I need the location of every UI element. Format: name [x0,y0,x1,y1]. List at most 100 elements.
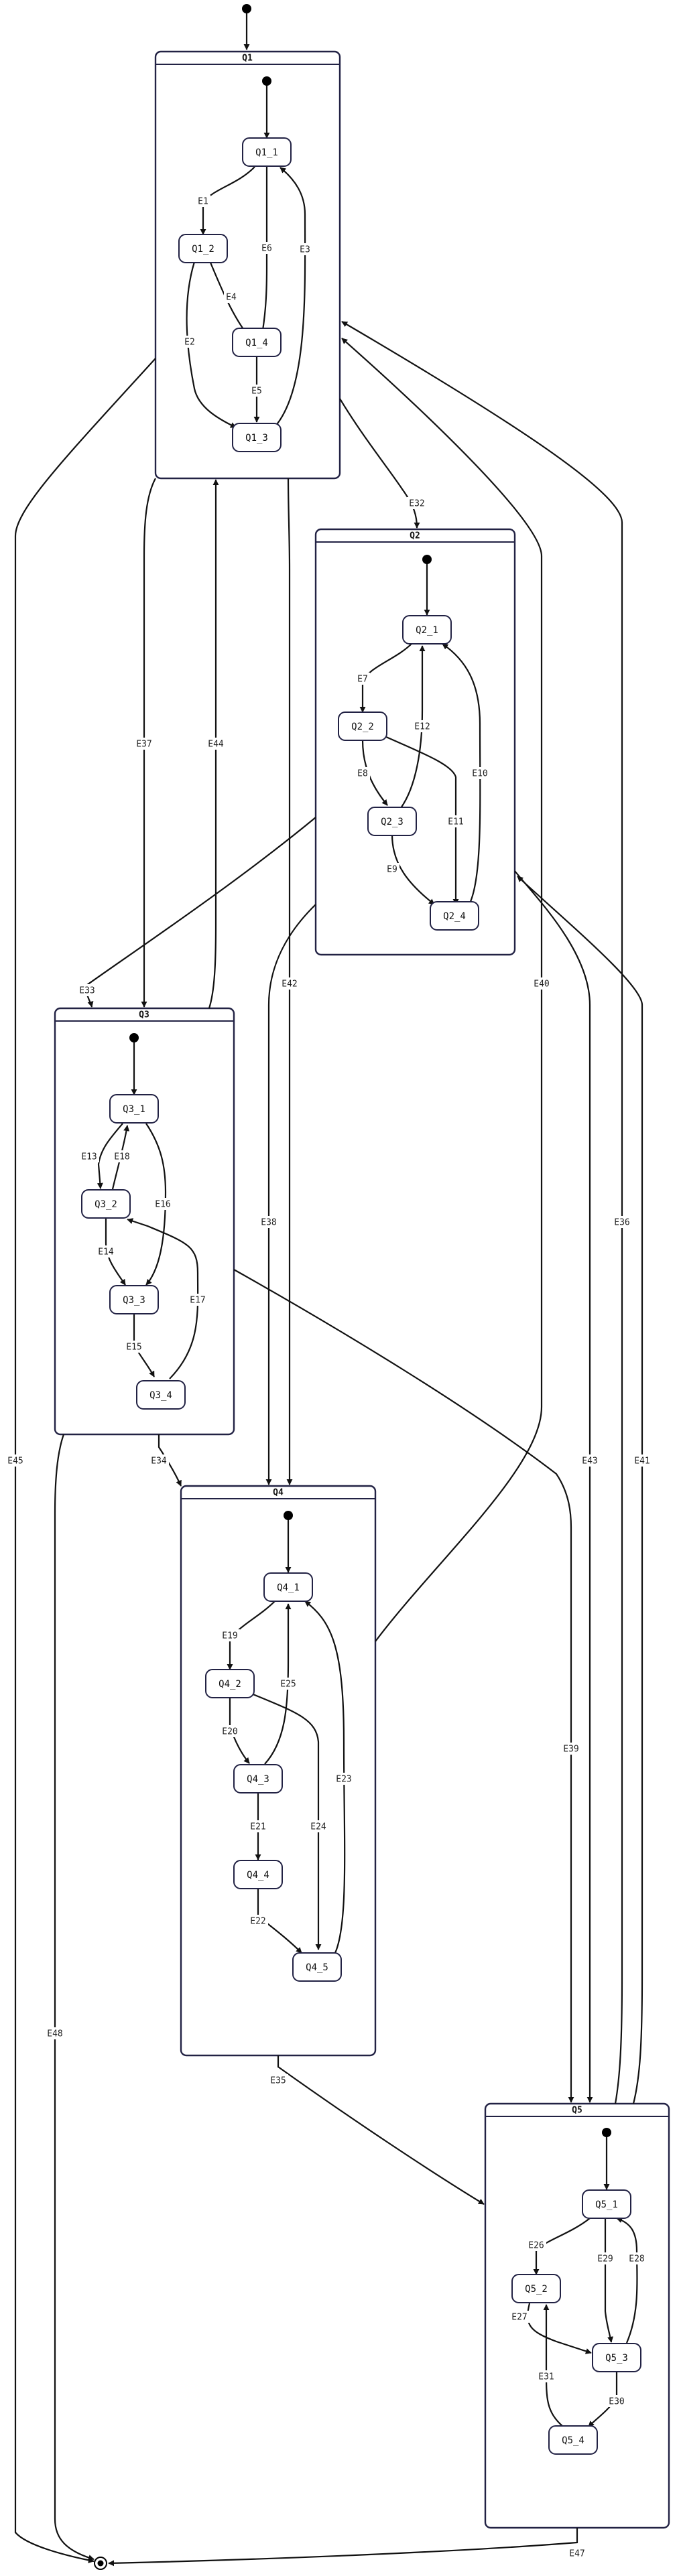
edge-label-text: E30 [609,2397,624,2407]
state-box [338,711,387,741]
state-q3-1: Q3_1 [109,1094,159,1124]
state-q2-3: Q2_3 [367,807,417,836]
transition-e18-label: E18 [112,1150,132,1162]
state-q2-1: Q2_1 [402,615,452,645]
transition-e48-edge [54,1434,95,2561]
transition-e1-label: E1 [196,195,210,207]
transition-e43-edge [514,870,593,2103]
transition-e24-label: E24 [308,1820,328,1832]
edge-label-text: E18 [114,1152,129,1162]
edge-label-text: E19 [222,1631,237,1641]
edge-label-text: E42 [282,979,297,990]
edge-label-background [355,767,370,779]
edge-label-background [79,1150,99,1162]
transition-e32-edge [339,398,420,529]
transition-e37-label: E37 [134,738,154,750]
state-box [233,1860,283,1889]
state-q1-4: Q1_4 [232,328,282,357]
edge-label-background [470,767,490,779]
edge-label-background [96,1245,116,1258]
edge-label-background [632,1454,652,1467]
transition-e2-label: E2 [182,336,197,348]
edge-label-background [612,1216,632,1228]
state-label: Q2_3 [381,817,404,827]
state-box [242,137,292,167]
edge-label-background [278,1678,298,1690]
state-q1-1: Q1_1 [242,137,292,167]
q2-initial-dot [422,555,432,564]
composite-q3-title: Q3 [139,1010,149,1020]
state-q4-4: Q4_4 [233,1860,283,1889]
edge-label-text: E2 [184,338,195,348]
edge-label-background [188,1294,208,1306]
transition-e30-label: E30 [607,2395,627,2407]
transition-e8-edge [361,740,388,806]
transition-e14-label: E14 [96,1245,116,1258]
edge-label-text: E8 [357,769,368,779]
edge-label-text: E6 [261,244,272,254]
state-q4-5: Q4_5 [292,1952,342,1982]
edge-label-text: E15 [126,1343,141,1353]
state-label: Q4_3 [247,1774,269,1785]
edge-label-text: E33 [79,986,95,996]
transition-e15-label: E15 [124,1341,144,1353]
transition-e23-label: E23 [334,1773,354,1785]
edge-label-text: E48 [47,2029,62,2039]
edge-label-background [259,242,274,254]
final-state [94,2557,107,2570]
edge-label-background [112,1150,132,1162]
edge-label-text: E1 [198,197,208,207]
edge-label-background [412,720,432,732]
q3-initial-dot [129,1033,139,1042]
transition-e42-label: E42 [280,977,300,990]
edge-label-text: E26 [528,2241,544,2251]
state-label: Q1_2 [192,244,214,255]
edge-label-background [248,1915,268,1927]
transition-e10-label: E10 [470,767,490,779]
edge-label-text: E39 [563,1745,578,1755]
state-label: Q2_4 [443,911,466,922]
transition-e40-label: E40 [532,977,552,990]
state-q4-3: Q4_3 [233,1764,283,1793]
transition-e44-label: E44 [206,738,226,750]
transition-e13-label: E13 [79,1150,99,1162]
transition-e10-edge [442,643,481,905]
transition-e13-edge [97,1123,123,1189]
transition-e28-label: E28 [627,2252,647,2264]
transition-e9-label: E9 [385,863,399,875]
initial-dots [129,4,611,2137]
transition-e33-label: E33 [77,984,97,996]
edge-label-background [280,977,300,990]
edge-label-text: E47 [569,2549,584,2559]
composite-q3-frame [54,1007,235,1436]
transition-e6-label: E6 [259,242,274,254]
transition-e27-label: E27 [509,2311,530,2323]
state-q2-2: Q2_2 [338,711,387,741]
state-q3-4: Q3_4 [136,1380,186,1410]
composite-q2-title: Q2 [410,531,420,541]
edge-label-background [334,1773,354,1785]
composite-q1: Q1 [154,50,341,480]
edge-label-text: E5 [251,387,262,397]
states-layer: Q1_1 Q1_2 Q1_3 Q1_4 Q2_1 Q2_2 Q2_3 Q2_4 Q3_1 Q3_2… [81,137,641,2455]
state-box [205,1669,255,1698]
state-box [367,807,417,836]
edge-label-text: E32 [409,499,424,509]
edge-label-text: E7 [357,675,368,685]
edge-label-background [526,2239,546,2251]
state-label: Q3_3 [123,1295,145,1306]
state-label: Q4_4 [247,1870,269,1881]
state-label: Q1_3 [245,433,268,444]
edge-label-background [446,815,466,827]
transition-e31-label: E31 [536,2370,556,2382]
edge-label-background [509,2311,530,2323]
state-box [232,328,282,357]
transition-e24-edge [246,1690,322,1950]
transition-e36-label: E36 [612,1216,632,1228]
state-q1-2: Q1_2 [178,234,228,263]
transition-e3-label: E3 [298,243,312,255]
edge-label-background [224,291,239,303]
edge-label-text: E12 [414,722,430,732]
state-box [292,1952,342,1982]
transition-e21-label: E21 [248,1820,268,1832]
